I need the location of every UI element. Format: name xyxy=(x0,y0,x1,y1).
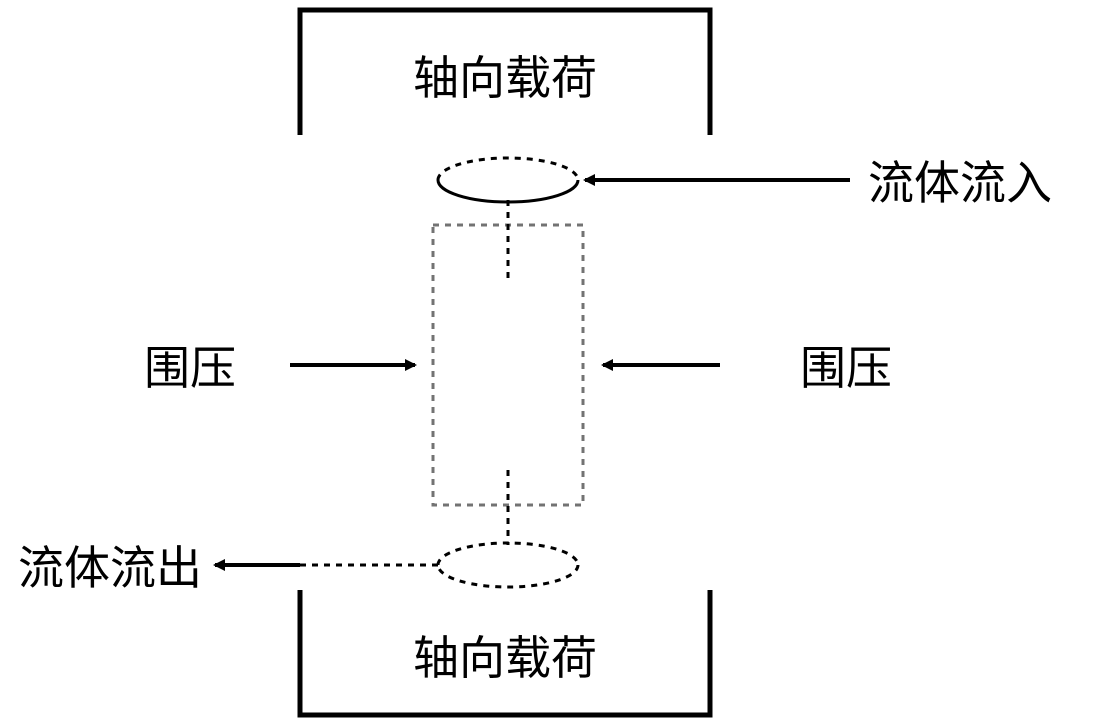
fluid-in-ellipse-back xyxy=(438,158,578,180)
fluid-in-ellipse-front xyxy=(438,180,578,202)
fluid-out-ellipse-front xyxy=(438,565,578,587)
fluid-out-label: 流体流出 xyxy=(18,532,202,598)
top-box-label: 轴向载荷 xyxy=(413,42,597,108)
pressure-right-label: 围压 xyxy=(800,332,892,398)
pressure-left-label: 围压 xyxy=(144,332,236,398)
fluid-in-label: 流体流入 xyxy=(868,147,1052,213)
sample-outline xyxy=(433,225,583,505)
fluid-out-ellipse-back xyxy=(438,543,578,565)
bottom-box-label: 轴向载荷 xyxy=(413,622,597,688)
diagram-canvas: 轴向载荷 轴向载荷 围压 围压 流体流入 流体流出 xyxy=(0,0,1095,723)
